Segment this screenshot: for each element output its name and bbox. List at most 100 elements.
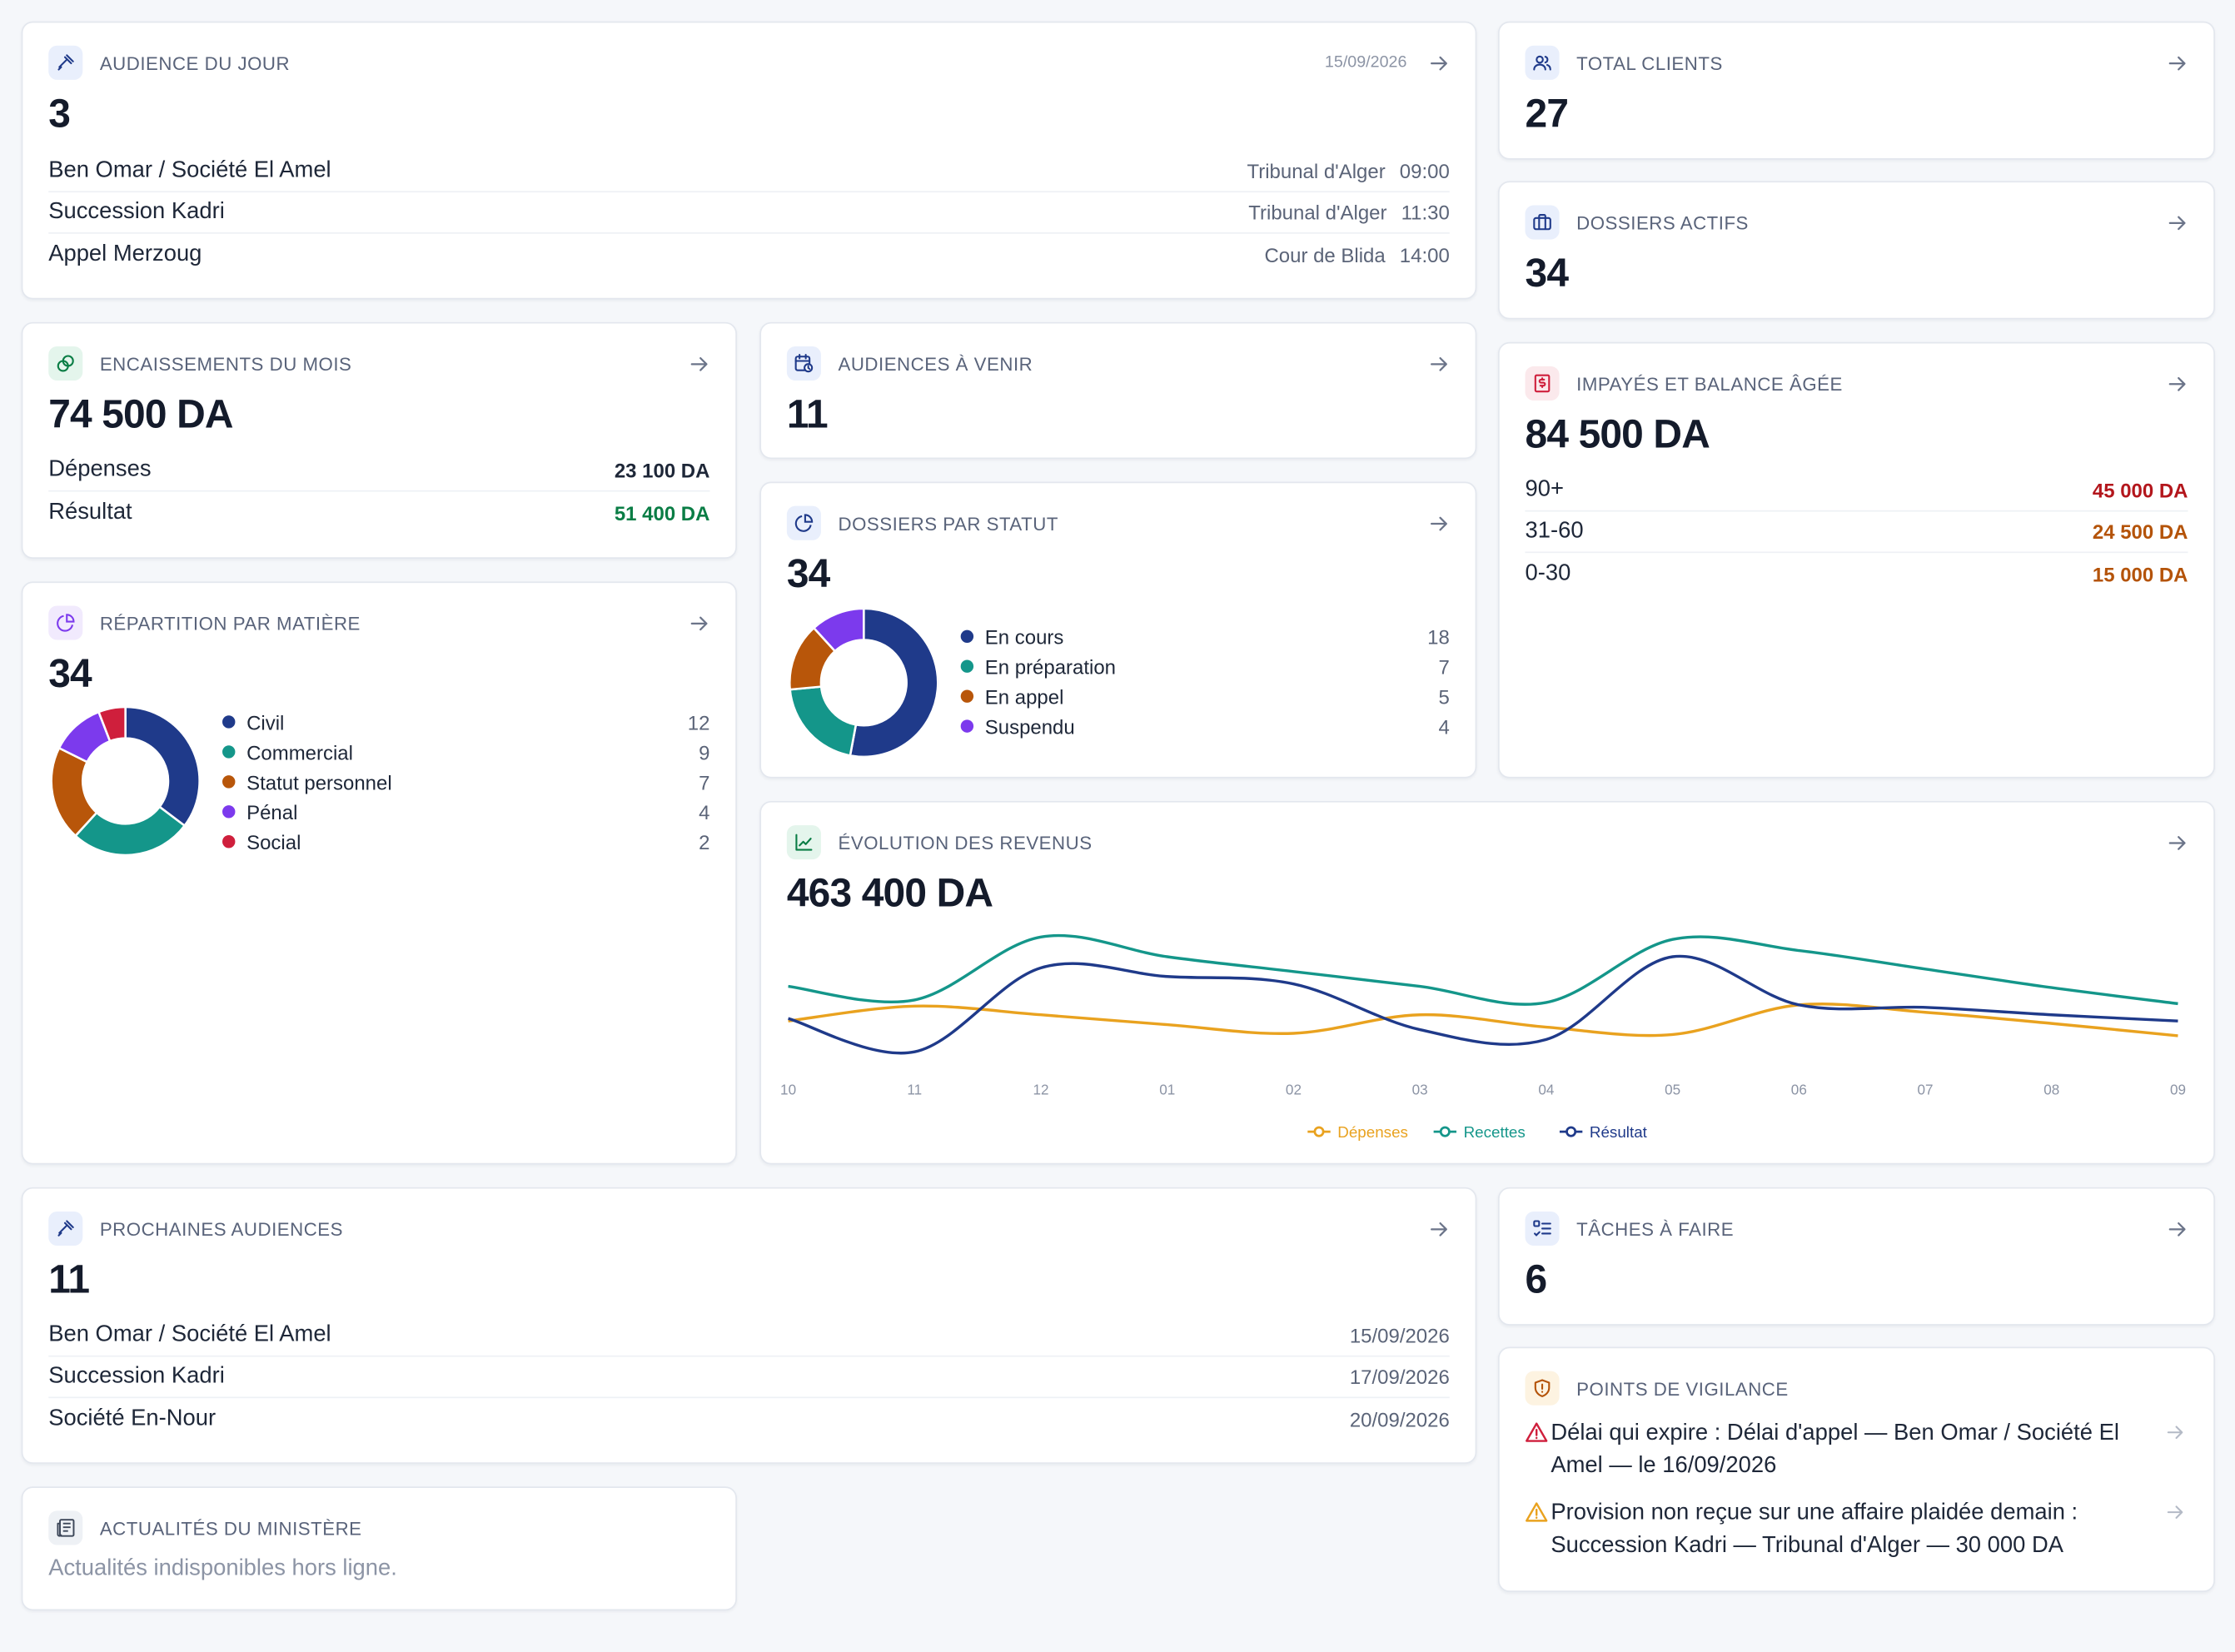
- x-tick-label: 03: [1412, 1082, 1428, 1098]
- encaissements-card[interactable]: ENCAISSEMENTS DU MOIS 74 500 DA Dépenses…: [21, 321, 737, 559]
- newspaper-icon: [48, 1510, 83, 1545]
- legend-dot: [960, 629, 974, 643]
- legend-value: 4: [1438, 714, 1450, 738]
- legend-value: 7: [1438, 654, 1450, 678]
- date-label: 15/09/2026: [1324, 54, 1407, 72]
- receipt-icon: [1525, 366, 1560, 401]
- alert-item[interactable]: Délai qui expire : Délai d'appel — Ben O…: [1526, 1416, 2188, 1482]
- donut-slice: [849, 608, 938, 757]
- card-title: PROCHAINES AUDIENCES: [99, 1217, 344, 1240]
- total-clients-card[interactable]: TOTAL CLIENTS 27: [1497, 21, 2215, 160]
- status-donut-chart: [789, 608, 938, 757]
- donut-slice: [812, 608, 865, 653]
- list-item[interactable]: Appel Merzoug Cour de Blida 14:00: [48, 234, 1450, 276]
- arrow-right-icon[interactable]: [2165, 372, 2188, 395]
- users-icon: [1525, 45, 1560, 80]
- dossiers-actifs-card[interactable]: DOSSIERS ACTIFS 34: [1497, 181, 2215, 320]
- list-item[interactable]: Ben Omar / Société El Amel 15/09/2026: [48, 1316, 1450, 1357]
- x-tick-label: 06: [1791, 1082, 1807, 1098]
- arrow-right-icon[interactable]: [1426, 1217, 1449, 1240]
- legend-item[interactable]: Recettes: [1433, 1123, 1526, 1141]
- arrow-right-icon[interactable]: [687, 352, 709, 375]
- warning-icon: [1526, 1416, 1551, 1482]
- x-tick-label: 07: [1918, 1082, 1934, 1098]
- card-title: POINTS DE VIGILANCE: [1576, 1377, 1789, 1400]
- legend-item: En cours 18: [960, 621, 1450, 651]
- donut-slice: [97, 707, 127, 743]
- row-label: Dépenses: [48, 457, 152, 482]
- card-title: ACTUALITÉS DU MINISTÈRE: [99, 1517, 362, 1539]
- case-name: Ben Omar / Société El Amel: [48, 1322, 331, 1347]
- legend-item[interactable]: Résultat: [1559, 1123, 1648, 1141]
- case-name: Société En-Nour: [48, 1406, 217, 1431]
- court-name: Tribunal d'Alger: [1247, 159, 1386, 183]
- legend-item: Statut personnel 7: [222, 767, 709, 797]
- arrow-right-icon[interactable]: [2165, 52, 2188, 74]
- gavel-icon: [48, 45, 83, 80]
- legend-dot: [222, 805, 236, 819]
- alert-item[interactable]: Provision non reçue sur une affaire plai…: [1526, 1496, 2188, 1562]
- line-chart-icon: [786, 825, 821, 860]
- legend-value: 9: [699, 740, 710, 764]
- legend-item: Social 2: [222, 827, 709, 857]
- warning-icon: [1526, 1496, 1551, 1562]
- audiences-venir-card[interactable]: AUDIENCES À VENIR 11: [759, 321, 1477, 460]
- taches-card[interactable]: TÂCHES À FAIRE 6: [1497, 1187, 2215, 1326]
- legend-dot: [222, 835, 236, 848]
- card-title: ENCAISSEMENTS DU MOIS: [99, 352, 352, 375]
- evolution-revenus-card[interactable]: ÉVOLUTION DES REVENUS 463 400 DA 10 11 12 0…: [759, 800, 2215, 1165]
- court-name: Cour de Blida: [1264, 242, 1386, 266]
- legend-item[interactable]: Dépenses: [1307, 1123, 1408, 1141]
- list-item: Dépenses 23 100 DA: [48, 450, 709, 492]
- legend-value: 18: [1427, 624, 1450, 648]
- legend-item: En préparation 7: [960, 651, 1450, 681]
- repartition-card[interactable]: RÉPARTITION PAR MATIÈRE 34 Civil 12 Comme…: [21, 581, 737, 1165]
- audience-du-jour-card[interactable]: AUDIENCE DU JOUR 15/09/2026 3 Ben Omar /…: [21, 21, 1477, 300]
- x-tick-label: 01: [1159, 1082, 1175, 1098]
- series-line: [788, 933, 2178, 1006]
- prochaines-audiences-card[interactable]: PROCHAINES AUDIENCES 11 Ben Omar / Socié…: [21, 1187, 1477, 1464]
- pie-chart-icon: [786, 505, 821, 540]
- arrow-right-icon[interactable]: [2165, 211, 2188, 233]
- legend-dot: [222, 715, 236, 729]
- arrow-right-icon[interactable]: [1426, 52, 1449, 74]
- coins-icon: [48, 346, 83, 381]
- news-empty-message: Actualités indisponibles hors ligne.: [48, 1556, 397, 1581]
- x-tick-label: 04: [1538, 1082, 1555, 1098]
- card-title: RÉPARTITION PAR MATIÈRE: [99, 612, 361, 634]
- arrow-right-icon[interactable]: [1426, 352, 1449, 375]
- legend-dot: [960, 689, 974, 703]
- dossiers-statut-card[interactable]: DOSSIERS PAR STATUT 34 En cours 18 En pré…: [759, 481, 1477, 779]
- legend-value: 4: [699, 800, 710, 824]
- arrow-right-icon[interactable]: [2165, 1416, 2188, 1482]
- subject-donut-chart: [51, 707, 200, 856]
- aging-bucket: 0-30: [1525, 560, 1571, 585]
- legend-dot: [960, 719, 974, 733]
- card-title: ÉVOLUTION DES REVENUS: [838, 831, 1093, 853]
- list-item[interactable]: Succession Kadri 17/09/2026: [48, 1357, 1450, 1399]
- hearing-time: 09:00: [1399, 159, 1450, 183]
- card-title: AUDIENCES À VENIR: [838, 352, 1033, 375]
- arrow-right-icon[interactable]: [2165, 831, 2188, 853]
- arrow-right-icon[interactable]: [1426, 512, 1449, 535]
- card-title: IMPAYÉS ET BALANCE ÂGÉE: [1576, 372, 1843, 395]
- impayes-card[interactable]: IMPAYÉS ET BALANCE ÂGÉE 84 500 DA 90+ 45 …: [1497, 341, 2215, 779]
- list-item[interactable]: Succession Kadri Tribunal d'Alger 11:30: [48, 192, 1450, 234]
- row-amount: 45 000 DA: [2092, 479, 2188, 502]
- legend-value: 5: [1438, 684, 1450, 708]
- aging-bucket: 90+: [1525, 477, 1564, 502]
- arrow-right-icon[interactable]: [2165, 1217, 2188, 1240]
- legend-value: 7: [699, 770, 710, 794]
- arrow-right-icon[interactable]: [2165, 1496, 2188, 1562]
- card-title: TÂCHES À FAIRE: [1576, 1217, 1735, 1240]
- card-title: AUDIENCE DU JOUR: [99, 52, 291, 74]
- list-item[interactable]: Société En-Nour 20/09/2026: [48, 1398, 1450, 1440]
- alert-text: Délai qui expire : Délai d'appel — Ben O…: [1551, 1421, 2119, 1479]
- arrow-right-icon[interactable]: [687, 611, 709, 634]
- legend-label: Social: [246, 830, 301, 853]
- legend-label: Résultat: [1590, 1123, 1648, 1141]
- vigilance-card: POINTS DE VIGILANCE Délai qui expire : D…: [1497, 1346, 2215, 1592]
- list-item[interactable]: Ben Omar / Société El Amel Tribunal d'Alg…: [48, 151, 1450, 193]
- list-item: Résultat 51 400 DA: [48, 492, 709, 534]
- monthly-income: 74 500 DA: [48, 391, 233, 436]
